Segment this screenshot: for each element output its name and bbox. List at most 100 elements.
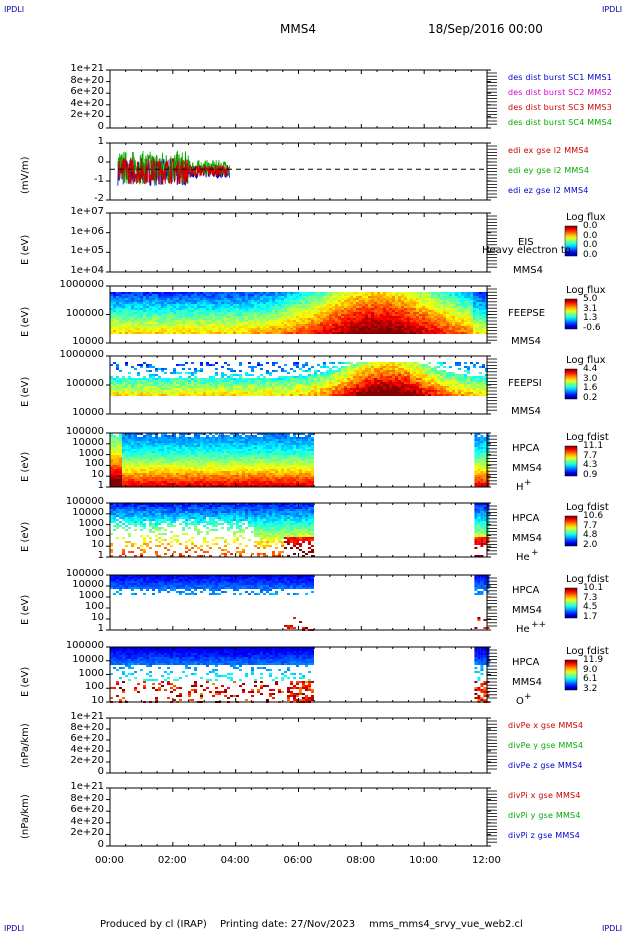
- date-title: 18/Sep/2016 00:00: [428, 22, 543, 36]
- y-tick-label-divpi: 1e+21: [70, 781, 104, 792]
- y-tick-label-hpca-o: 100000: [65, 640, 104, 651]
- y-axis-label-eis: E (eV): [20, 234, 31, 265]
- colorbar-label-hpca-h: 11.1: [583, 441, 604, 451]
- legend-entry-divpi: divPi x gse MMS4: [508, 791, 581, 800]
- legend-entry-edi: edi ey gse l2 MMS4: [508, 166, 590, 175]
- y-tick-label-divpe: 2e+20: [70, 755, 104, 766]
- colorbar-label-eis: 0.0: [583, 240, 598, 250]
- colorbar-hpca-h: [564, 445, 578, 477]
- colorbar-label-hpca-he2: 4.5: [583, 602, 598, 612]
- y-tick-label-hpca-h: 1000: [78, 447, 104, 459]
- panel-frame-divpe: [109, 717, 488, 774]
- y-tick-label-feepsi: 1000000: [59, 349, 104, 360]
- instrument-label-hpca-he: HPCA: [512, 513, 540, 524]
- colorbar-label-hpca-he: 10.6: [583, 511, 604, 521]
- y-axis-label-divpe: (nPa/km): [20, 722, 31, 768]
- y-tick-label-hpca-he: 1000: [78, 517, 104, 529]
- legend-entry-des-dist: des dist burst SC1 MMS1: [508, 73, 613, 82]
- y-tick-label-hpca-he: 100000: [65, 496, 104, 507]
- y-tick-label-hpca-he: 100: [84, 528, 104, 540]
- legend-entry-divpe: divPe y gse MMS4: [508, 741, 584, 750]
- legend-entry-divpi: divPi y gse MMS4: [508, 811, 581, 820]
- colorbar-title-hpca-o: Log fdist: [566, 646, 609, 657]
- colorbar-label-feepsi: 3.0: [583, 373, 598, 384]
- y-tick-label-edi: -2: [94, 193, 104, 204]
- y-tick-label-hpca-he: 1: [97, 550, 104, 561]
- x-tick-label: 02:00: [157, 855, 187, 866]
- colorbar-label-hpca-he2: 1.7: [583, 611, 598, 622]
- y-axis-label-edi: (mV/m): [20, 156, 31, 194]
- colorbar-label-hpca-h: 7.7: [583, 450, 598, 461]
- species-charge-hpca-h: +: [524, 478, 532, 488]
- y-tick-label-hpca-he2: 10: [91, 612, 104, 623]
- colorbar-label-feepse: 1.3: [583, 313, 598, 323]
- instrument-label-feepse: FEEPSE: [508, 308, 546, 319]
- legend-entry-divpe: divPe x gse MMS4: [508, 721, 584, 730]
- y-tick-label-eis: 1e+06: [70, 225, 104, 237]
- colorbar-label-hpca-he: 4.8: [583, 530, 598, 540]
- instrument-label-eis: MMS4: [513, 265, 543, 276]
- colorbar-label-eis: 0.0: [583, 230, 598, 241]
- colorbar-label-feepsi: 1.6: [583, 383, 598, 393]
- y-tick-label-hpca-he2: 10000: [72, 579, 104, 590]
- colorbar-label-feepse: -0.6: [583, 322, 601, 333]
- y-tick-label-divpe: 4e+20: [70, 744, 104, 755]
- y-tick-label-edi: 1: [97, 136, 104, 147]
- x-tick-label: 10:00: [409, 855, 438, 866]
- colorbar-hpca-o: [564, 659, 578, 691]
- y-tick-label-hpca-h: 100000: [65, 426, 104, 437]
- y-tick-label-des-dist: 8e+20: [70, 74, 104, 86]
- instrument-label-eis: EIS: [518, 237, 534, 248]
- panel-frame-divpi: [109, 787, 488, 847]
- species-label-hpca-h: H: [516, 482, 524, 493]
- y-tick-label-hpca-he: 10000: [72, 506, 104, 518]
- y-tick-label-feepse: 1000000: [59, 279, 104, 290]
- spectrogram-hpca-h: [110, 433, 490, 487]
- y-tick-label-divpi: 8e+20: [70, 792, 104, 804]
- legend-entry-des-dist: des dist burst SC2 MMS2: [508, 88, 613, 97]
- y-tick-label-eis: 1e+07: [70, 206, 104, 217]
- footer-printing-date: Printing date: 27/Nov/2023: [220, 919, 356, 930]
- y-tick-label-hpca-h: 10: [91, 469, 104, 481]
- colorbar-label-hpca-h: 4.3: [583, 460, 598, 470]
- y-tick-label-feepse: 100000: [65, 307, 104, 319]
- y-tick-label-des-dist: 1e+21: [70, 63, 104, 74]
- spectrogram-hpca-he: [110, 503, 490, 557]
- y-tick-label-des-dist: 2e+20: [70, 109, 104, 121]
- edi-traces: [117, 150, 230, 186]
- y-tick-label-feepse: 10000: [72, 336, 104, 347]
- y-tick-label-hpca-o: 10000: [72, 653, 104, 665]
- spectrogram-feepse: [110, 292, 488, 334]
- y-tick-label-edi: -1: [94, 174, 104, 185]
- y-tick-label-divpi: 2e+20: [70, 827, 104, 839]
- x-tick-label: 06:00: [283, 855, 313, 866]
- panel-frame-des-dist: [109, 69, 488, 129]
- instrument-label-hpca-h: MMS4: [512, 463, 542, 474]
- x-tick-label: 12:00: [472, 855, 501, 866]
- species-label-hpca-o: O: [516, 696, 524, 707]
- legend-entry-edi: edi ez gse l2 MMS4: [508, 186, 589, 195]
- colorbar-label-feepsi: 0.2: [583, 392, 598, 403]
- corner-label-right: IPDLI: [602, 5, 623, 14]
- instrument-label-feepsi: FEEPSI: [508, 378, 542, 389]
- y-tick-label-divpi: 0: [97, 839, 104, 850]
- colorbar-title-feepsi: Log flux: [566, 355, 606, 366]
- spectrogram-feepsi: [110, 362, 488, 396]
- y-tick-label-hpca-he: 10: [91, 539, 104, 551]
- colorbar-label-feepsi: 4.4: [583, 364, 598, 374]
- colorbar-label-hpca-o: 3.2: [583, 683, 598, 694]
- y-tick-label-des-dist: 6e+20: [70, 86, 104, 98]
- colorbar-label-hpca-he2: 10.1: [583, 583, 604, 593]
- panel-frame-eis: [109, 212, 488, 273]
- colorbar-title-feepse: Log flux: [566, 285, 606, 296]
- spectrogram-hpca-he2: [110, 575, 490, 631]
- species-label-hpca-he2: He: [516, 624, 530, 635]
- colorbar-feepse: [564, 298, 578, 330]
- x-tick-label: 08:00: [346, 855, 376, 866]
- colorbar-label-feepse: 3.1: [583, 303, 598, 314]
- spectrogram-hpca-o: [110, 647, 490, 703]
- colorbar-title-hpca-he: Log fdist: [566, 502, 609, 513]
- instrument-label-hpca-he2: MMS4: [512, 605, 542, 616]
- colorbar-title-hpca-h: Log fdist: [566, 432, 609, 443]
- instrument-label-hpca-he2: HPCA: [512, 585, 540, 596]
